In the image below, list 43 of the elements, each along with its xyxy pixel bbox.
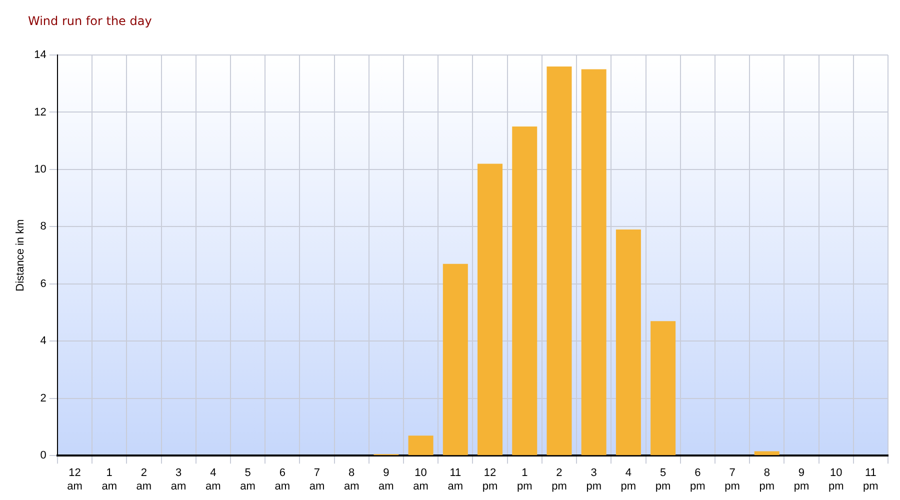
y-tick-label: 12 bbox=[34, 106, 46, 118]
bar bbox=[546, 66, 572, 456]
bar bbox=[650, 321, 676, 456]
x-tick-label: 4 pm bbox=[620, 467, 636, 492]
bar bbox=[512, 126, 538, 456]
x-tick-label: 11 am bbox=[448, 467, 464, 492]
y-tick-label: 0 bbox=[40, 450, 46, 462]
y-tick-label: 2 bbox=[40, 392, 46, 404]
x-tick-label: 1 pm bbox=[516, 467, 532, 492]
chart-title: Wind run for the day bbox=[28, 14, 152, 28]
bar bbox=[442, 264, 468, 456]
x-tick-label: 4 am bbox=[206, 467, 221, 492]
x-tick-label: 10 am bbox=[413, 467, 428, 492]
x-tick-label: 12 am bbox=[67, 467, 82, 492]
x-tick-label: 9 pm bbox=[794, 467, 810, 492]
bar bbox=[581, 69, 606, 456]
x-tick-label: 9 am bbox=[378, 467, 394, 492]
x-tick-label: 10 pm bbox=[828, 467, 844, 492]
bar bbox=[754, 451, 780, 456]
y-tick-label: 4 bbox=[40, 335, 46, 348]
y-tick-label: 10 bbox=[34, 163, 46, 176]
x-tick-label: 6 am bbox=[274, 467, 290, 492]
y-axis-title: Distance in km bbox=[14, 219, 27, 292]
bar bbox=[408, 436, 434, 456]
x-tick-label: 7 pm bbox=[724, 467, 740, 492]
bar bbox=[616, 230, 641, 456]
x-tick-label: 7 am bbox=[309, 467, 325, 492]
x-tick-label: 3 am bbox=[170, 467, 186, 492]
bar bbox=[478, 164, 503, 456]
y-tick-label: 14 bbox=[34, 49, 46, 62]
x-tick-label: 12 pm bbox=[482, 467, 498, 492]
x-tick-label: 5 am bbox=[240, 467, 256, 492]
x-tick-label: 2 am bbox=[136, 467, 152, 492]
x-tick-label: 2 pm bbox=[552, 467, 567, 492]
x-tick-label: 3 pm bbox=[586, 467, 602, 492]
x-tick-label: 11 pm bbox=[863, 467, 878, 492]
y-tick-label: 6 bbox=[40, 278, 46, 290]
y-tick-label: 8 bbox=[40, 220, 46, 233]
x-tick-label: 8 am bbox=[344, 467, 360, 492]
x-tick-label: 6 pm bbox=[690, 467, 706, 492]
x-tick-label: 1 am bbox=[102, 467, 117, 492]
x-tick-label: 5 pm bbox=[655, 467, 671, 492]
x-tick-label: 8 pm bbox=[759, 467, 775, 492]
